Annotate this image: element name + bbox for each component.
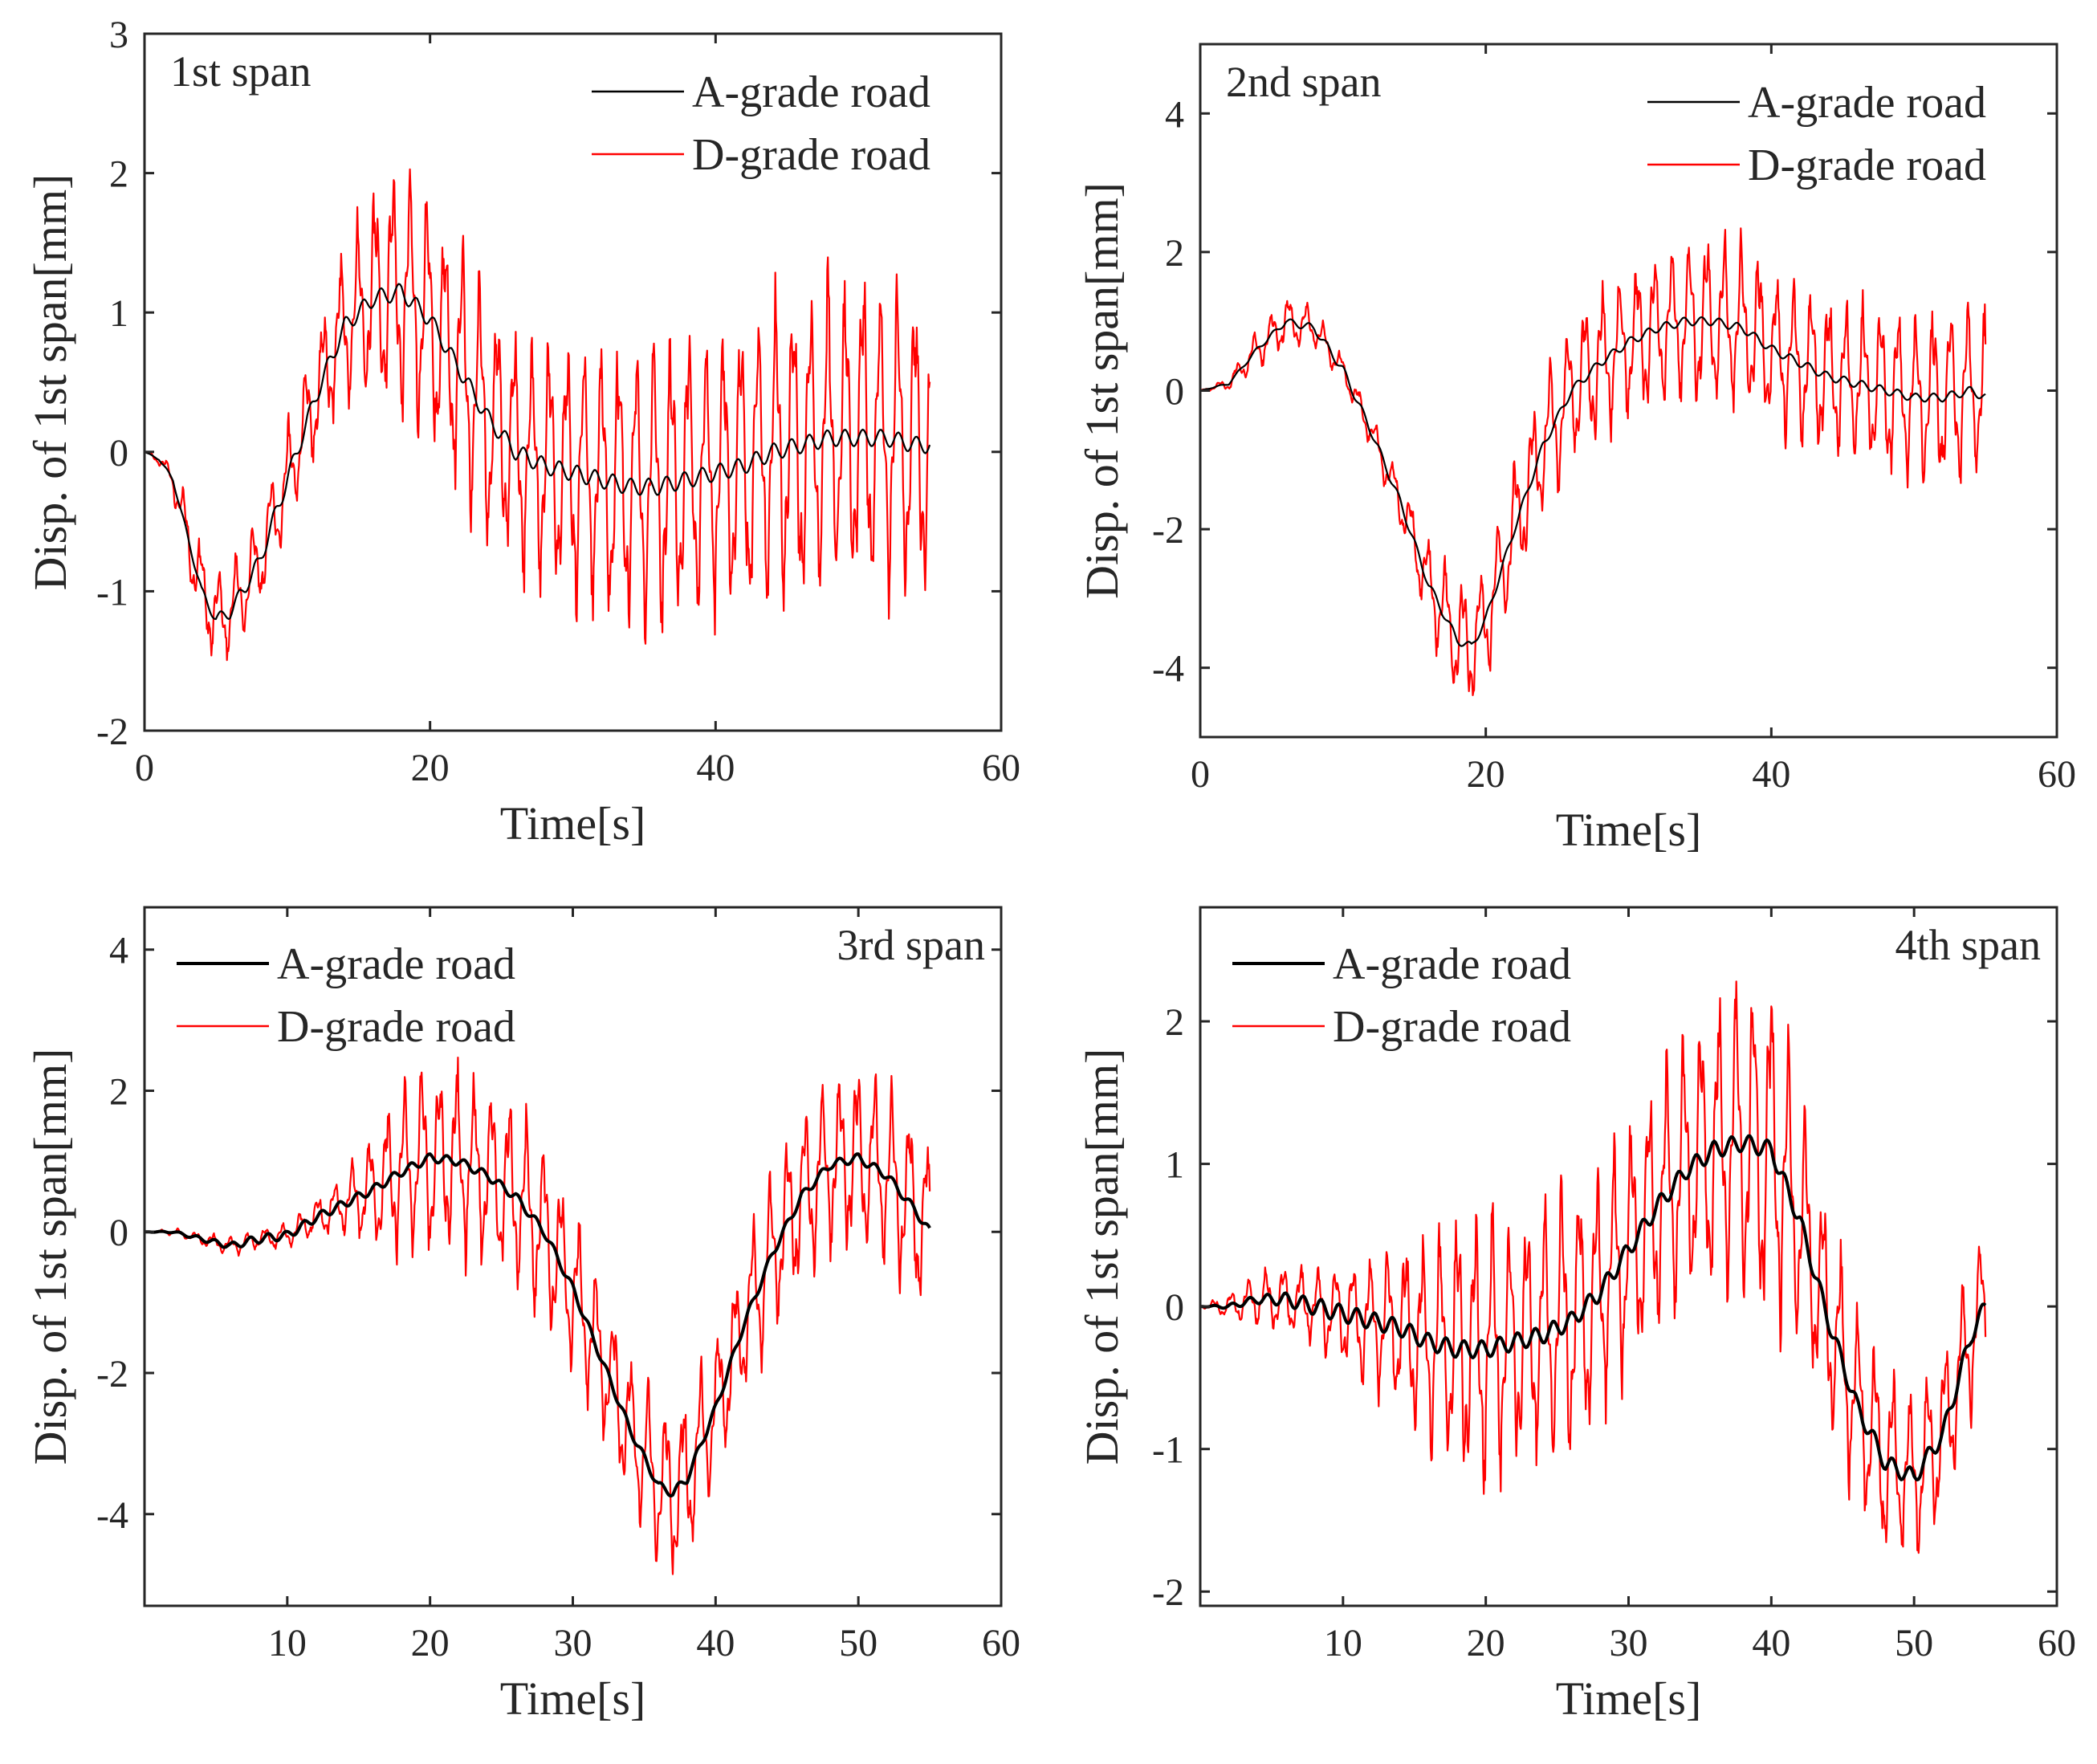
legend: A-grade road D-grade road: [1232, 939, 1571, 1052]
legend-label-a-grade: A-grade road: [1333, 939, 1571, 989]
y-tick-label: -2: [96, 1353, 128, 1395]
x-tick-label: 40: [696, 747, 735, 789]
y-tick-label: -2: [1152, 509, 1184, 552]
legend-label-d-grade: D-grade road: [1333, 1002, 1571, 1052]
y-tick-label: -1: [96, 571, 128, 613]
y-tick-label: 0: [109, 432, 128, 475]
x-tick-label: 60: [982, 747, 1020, 789]
chart-panel-2: 0 20 40 60 -4 -2 0 2 4 Time[s] Disp. of 1st span[m…: [1076, 43, 2076, 856]
chart-panel-1: 0 20 40 60 -2 -1 0 1 2 3 Time[s] Disp. of 1st span[…: [24, 14, 1020, 849]
legend: A-grade road D-grade road: [592, 67, 930, 180]
legend-label-d-grade: D-grade road: [692, 130, 930, 180]
legend-label-d-grade: D-grade road: [1748, 141, 1986, 190]
x-tick-label: 0: [135, 747, 154, 789]
legend-label-d-grade: D-grade road: [277, 1002, 515, 1052]
x-tick-label: 20: [1467, 753, 1505, 796]
series-line-d-grade: [145, 1056, 931, 1575]
y-axis-label: Disp. of 1st span[mm]: [24, 174, 76, 591]
legend: A-grade road D-grade road: [1647, 78, 1986, 190]
y-tick-label: 4: [1165, 93, 1184, 136]
series-line-a-grade: [145, 283, 931, 621]
x-tick-label: 10: [1324, 1622, 1362, 1664]
x-tick-label: 40: [1752, 1622, 1790, 1664]
y-axis-label: Disp. of 1st span[mm]: [24, 1049, 76, 1465]
series-line-d-grade: [1200, 980, 1987, 1554]
y-tick-label: 2: [1165, 232, 1184, 275]
series-line-d-grade: [1200, 227, 1987, 697]
x-tick-label: 50: [1895, 1622, 1933, 1664]
span-label: 2nd span: [1226, 58, 1381, 106]
x-tick-label: 30: [554, 1622, 592, 1664]
x-tick-label: 10: [268, 1622, 307, 1664]
y-tick-label: 2: [1165, 1001, 1184, 1044]
y-tick-label: 0: [1165, 1286, 1184, 1329]
legend-label-a-grade: A-grade road: [692, 67, 930, 117]
legend: A-grade road D-grade road: [177, 939, 515, 1052]
plot-frame: [143, 32, 1003, 732]
x-tick-label: 0: [1191, 753, 1210, 796]
series-line-d-grade: [145, 168, 931, 662]
y-tick-label: -2: [96, 711, 128, 753]
x-tick-label: 30: [1610, 1622, 1648, 1664]
y-tick-label: -4: [1152, 648, 1184, 691]
x-tick-label: 20: [411, 747, 450, 789]
x-tick-label: 60: [982, 1622, 1020, 1664]
x-tick-label: 40: [1752, 753, 1790, 796]
span-label: 1st span: [170, 47, 311, 96]
x-axis-label: Time[s]: [500, 797, 646, 849]
x-tick-label: 20: [411, 1622, 450, 1664]
x-tick-label: 60: [2038, 753, 2076, 796]
y-tick-label: 2: [109, 1070, 128, 1113]
y-tick-label: 0: [1165, 371, 1184, 414]
plot-frame: [143, 906, 1003, 1607]
y-tick-label: 1: [1165, 1144, 1184, 1187]
y-tick-label: -4: [96, 1494, 128, 1537]
y-tick-label: 3: [109, 14, 128, 56]
x-axis-label: Time[s]: [1556, 804, 1702, 856]
y-tick-label: 1: [109, 292, 128, 335]
y-tick-label: -2: [1152, 1571, 1184, 1614]
series-line-a-grade: [1200, 1134, 1987, 1481]
y-axis-label: Disp. of 1st span[mm]: [1076, 182, 1128, 599]
chart-panel-3: 10 20 30 40 50 60 -4 -2 0 2 4 Time[s] Disp. of 1st s…: [24, 906, 1020, 1725]
series-line-a-grade: [145, 1152, 931, 1497]
y-tick-label: 4: [109, 930, 128, 972]
x-axis-label: Time[s]: [1556, 1672, 1702, 1725]
series-line-a-grade: [1200, 316, 1986, 647]
x-tick-label: 40: [696, 1622, 735, 1664]
legend-label-a-grade: A-grade road: [1748, 78, 1986, 128]
x-tick-label: 60: [2038, 1622, 2076, 1664]
legend-label-a-grade: A-grade road: [277, 939, 515, 989]
y-axis-label: Disp. of 1st span[mm]: [1076, 1049, 1128, 1465]
y-tick-label: -1: [1152, 1429, 1184, 1472]
x-tick-label: 20: [1467, 1622, 1505, 1664]
span-label: 4th span: [1895, 921, 2042, 969]
y-tick-label: 0: [109, 1212, 128, 1254]
y-tick-label: 2: [109, 153, 128, 196]
x-tick-label: 50: [839, 1622, 877, 1664]
span-label: 3rd span: [837, 921, 985, 969]
chart-panel-4: 10 20 30 40 50 60 -2 -1 0 1 2 Time[s] Disp. of 1st s…: [1076, 906, 2076, 1725]
x-axis-label: Time[s]: [500, 1672, 646, 1725]
